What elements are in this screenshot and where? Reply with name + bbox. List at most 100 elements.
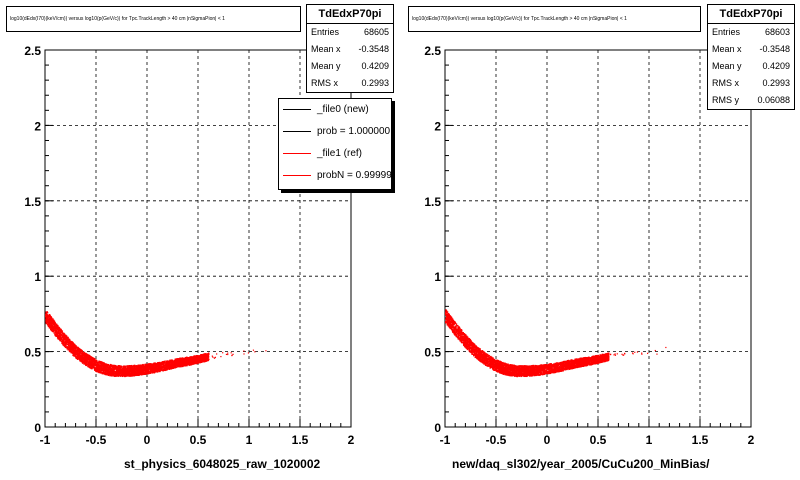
scatter-point: [93, 363, 95, 366]
scatter-point: [49, 321, 52, 323]
scatter-point: [53, 332, 55, 334]
scatter-point: [123, 369, 125, 371]
scatter-point: [112, 375, 114, 377]
y-tick-label: 1: [34, 270, 41, 284]
scatter-point: [205, 359, 208, 362]
scatter-point: [58, 336, 61, 338]
scatter-point: [95, 359, 97, 362]
scatter-point: [178, 359, 180, 361]
scatter-point: [80, 354, 82, 357]
x-tick-label: 1: [646, 433, 653, 447]
scatter-point: [181, 361, 183, 364]
scatter-point: [63, 333, 66, 336]
scatter-point: [197, 358, 199, 360]
scatter-point: [193, 359, 196, 361]
scatter-point: [113, 366, 115, 369]
scatter-point: [202, 355, 204, 358]
scatter-point: [88, 366, 91, 369]
scatter-point: [103, 365, 105, 368]
scatter-point: [146, 367, 149, 369]
scatter-point: [133, 371, 136, 374]
scatter-point: [152, 365, 154, 368]
scatter-point: [158, 364, 160, 366]
scatter-point: [48, 313, 51, 316]
scatter-point: [199, 355, 202, 358]
scatter-point: [125, 373, 127, 376]
scatter-point: [59, 338, 61, 341]
scatter-point: [165, 364, 167, 366]
scatter-point: [188, 358, 190, 361]
scatter-point: [65, 341, 68, 344]
scatter-point: [78, 354, 81, 357]
scatter-point: [46, 321, 49, 323]
scatter-point: [68, 349, 70, 351]
scatter-point: [138, 369, 141, 371]
scatter-point: [184, 363, 186, 366]
scatter-point: [60, 336, 62, 338]
scatter-point: [168, 361, 171, 363]
scatter-point: [64, 335, 66, 337]
scatter-point: [133, 374, 135, 376]
scatter-point: [64, 340, 66, 343]
scatter-point: [122, 373, 125, 375]
scatter-point: [160, 366, 162, 368]
scatter-point: [143, 371, 145, 374]
y-tick-label: 1.5: [424, 195, 441, 209]
scatter-point: [126, 369, 128, 371]
scatter-point: [101, 372, 103, 375]
scatter-point: [146, 365, 148, 367]
scatter-point: [58, 334, 60, 337]
scatter-point: [166, 368, 168, 370]
scatter-point: [99, 371, 101, 373]
scatter-point: [207, 359, 209, 362]
scatter-point: [66, 343, 69, 346]
scatter-point: [60, 330, 63, 332]
scatter-point: [130, 374, 132, 377]
scatter-point: [136, 365, 138, 367]
scatter-point: [133, 370, 136, 372]
scatter-point: [166, 362, 168, 364]
scatter-point: [54, 334, 56, 336]
scatter-point: [58, 330, 61, 332]
scatter-point: [81, 353, 84, 355]
scatter-point: [232, 353, 234, 355]
scatter-point: [133, 369, 135, 372]
scatter-point: [67, 344, 70, 347]
scatter-point: [87, 363, 90, 365]
scatter-point: [189, 358, 191, 360]
scatter-point: [136, 373, 139, 375]
scatter-point: [65, 342, 67, 345]
scatter-point: [71, 347, 73, 350]
scatter-point: [86, 357, 89, 360]
scatter-point: [67, 349, 69, 351]
scatter-point: [124, 371, 126, 373]
scatter-point: [185, 359, 188, 361]
scatter-point: [188, 364, 191, 366]
scatter-point: [114, 364, 116, 367]
scatter-point: [110, 374, 112, 377]
scatter-point: [74, 353, 76, 356]
scatter-point: [184, 365, 186, 367]
scatter-point: [197, 360, 199, 363]
scatter-point: [190, 360, 192, 363]
scatter-point: [88, 356, 91, 358]
stats-label: RMS x: [311, 78, 338, 88]
scatter-point: [189, 357, 192, 359]
y-tick-label: 2.5: [424, 44, 441, 58]
scatter-point: [200, 356, 203, 358]
scatter-point: [95, 370, 97, 373]
scatter-point: [62, 340, 65, 342]
scatter-point: [173, 367, 175, 369]
scatter-point: [188, 359, 191, 361]
scatter-point: [204, 357, 206, 360]
scatter-point: [211, 355, 213, 357]
scatter-point: [156, 369, 158, 372]
scatter-point: [103, 371, 105, 373]
scatter-point: [79, 349, 81, 351]
scatter-point: [225, 353, 228, 356]
scatter-point: [53, 322, 55, 324]
scatter-point: [171, 360, 174, 362]
scatter-point: [129, 365, 132, 368]
scatter-point: [155, 362, 158, 365]
scatter-point: [72, 352, 74, 354]
